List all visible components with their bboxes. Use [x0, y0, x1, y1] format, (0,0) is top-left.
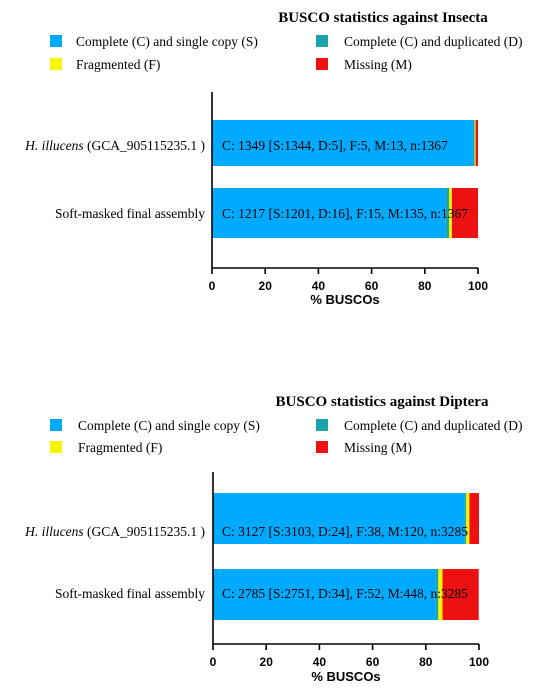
diptera-panel: BUSCO statistics against Diptera Complet…	[24, 394, 522, 684]
bar-segment-h-illucens-missing	[469, 493, 479, 544]
category-label-rest: (GCA_905115235.1 )	[84, 524, 205, 539]
bar-segment-soft-masked-single-copy	[213, 569, 436, 620]
legend-swatch-duplicated	[316, 419, 328, 431]
category-label-h-illucens: H. illucens (GCA_905115235.1 )	[24, 138, 205, 153]
x-axis: 0 20 40 60 80 100	[209, 92, 488, 293]
insecta-panel: BUSCO statistics against Insecta Complet…	[24, 10, 522, 307]
legend-swatch-single-copy	[50, 419, 62, 431]
x-tick-label: 80	[419, 655, 433, 669]
x-axis: 0 20 40 60 80 100	[210, 472, 489, 669]
bar-segment-h-illucens-missing	[475, 120, 478, 166]
x-tick-label: 20	[260, 655, 274, 669]
x-ticks: 0 20 40 60 80 100	[210, 644, 489, 669]
bars	[212, 120, 478, 238]
bar-segment-soft-masked-fragmented	[449, 188, 452, 238]
x-tick-label: 60	[366, 655, 380, 669]
bar-segment-soft-masked-duplicated	[435, 569, 439, 620]
x-tick-label: 100	[469, 655, 489, 669]
x-tick-label: 40	[312, 279, 326, 293]
legend-label-duplicated: Complete (C) and duplicated (D)	[344, 418, 522, 433]
legend-swatch-fragmented	[50, 58, 62, 70]
bar-label-h-illucens: C: 1349 [S:1344, D:5], F:5, M:13, n:1367	[222, 138, 448, 153]
legend-swatch-missing	[316, 58, 328, 70]
bar-segment-soft-masked-missing	[442, 569, 479, 620]
category-label-italic: H. illucens	[24, 524, 84, 539]
category-label-soft-masked: Soft-masked final assembly	[55, 586, 205, 601]
x-tick-label: 0	[210, 655, 217, 669]
bar-segment-soft-masked-duplicated	[445, 188, 450, 238]
bars	[213, 493, 479, 620]
legend-label-duplicated: Complete (C) and duplicated (D)	[344, 34, 522, 49]
legend-label-missing: Missing (M)	[344, 57, 412, 72]
bar-label-soft-masked: C: 1217 [S:1201, D:16], F:15, M:135, n:1…	[222, 206, 468, 221]
category-label-soft-masked: Soft-masked final assembly	[55, 206, 205, 221]
chart-title: BUSCO statistics against Diptera	[276, 394, 489, 410]
legend-swatch-fragmented	[50, 441, 62, 453]
bar-segment-h-illucens-duplicated	[473, 120, 475, 166]
legend-label-missing: Missing (M)	[344, 440, 412, 455]
bar-segment-soft-masked-missing	[451, 188, 478, 238]
legend-swatch-missing	[316, 441, 328, 453]
bar-segment-h-illucens-duplicated	[464, 493, 467, 544]
x-axis-title: % BUSCOs	[311, 669, 380, 684]
x-tick-label: 60	[365, 279, 379, 293]
legend-label-fragmented: Fragmented (F)	[76, 57, 160, 72]
legend: Complete (C) and single copy (S) Complet…	[50, 34, 522, 72]
bar-segment-h-illucens-fragmented	[474, 120, 476, 166]
x-axis-title: % BUSCOs	[310, 292, 379, 307]
bar-label-soft-masked: C: 2785 [S:2751, D:34], F:52, M:448, n:3…	[222, 586, 468, 601]
category-label-rest: (GCA_905115235.1 )	[84, 138, 205, 153]
bar-segment-h-illucens-single-copy	[213, 493, 465, 544]
category-label-h-illucens: H. illucens (GCA_905115235.1 )	[24, 524, 205, 539]
bar-segment-h-illucens-single-copy	[212, 120, 474, 166]
legend-label-fragmented: Fragmented (F)	[78, 440, 162, 455]
x-tick-label: 40	[313, 655, 327, 669]
x-tick-label: 20	[259, 279, 273, 293]
x-tick-label: 80	[418, 279, 432, 293]
category-label-rest: Soft-masked final assembly	[55, 586, 205, 601]
x-tick-label: 100	[468, 279, 488, 293]
x-ticks: 0 20 40 60 80 100	[209, 268, 488, 293]
bar-segment-soft-masked-fragmented	[438, 569, 443, 620]
category-label-rest: Soft-masked final assembly	[55, 206, 205, 221]
category-label-italic: H. illucens	[24, 138, 84, 153]
legend-label-single-copy: Complete (C) and single copy (S)	[76, 34, 258, 49]
legend-swatch-single-copy	[50, 35, 62, 47]
legend-label-single-copy: Complete (C) and single copy (S)	[78, 418, 260, 433]
legend: Complete (C) and single copy (S) Complet…	[50, 418, 522, 455]
legend-swatch-duplicated	[316, 35, 328, 47]
bar-label-h-illucens: C: 3127 [S:3103, D:24], F:38, M:120, n:3…	[222, 524, 468, 539]
chart-title: BUSCO statistics against Insecta	[278, 10, 488, 26]
bar-segment-soft-masked-single-copy	[212, 188, 446, 238]
x-tick-label: 0	[209, 279, 216, 293]
bar-segment-h-illucens-fragmented	[466, 493, 470, 544]
